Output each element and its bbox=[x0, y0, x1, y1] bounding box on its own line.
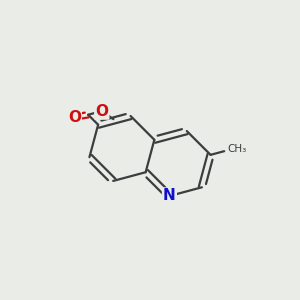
Text: O: O bbox=[68, 110, 81, 125]
Text: O: O bbox=[95, 103, 108, 118]
Text: CH₃: CH₃ bbox=[228, 144, 247, 154]
Text: methyl: methyl bbox=[111, 118, 116, 119]
Text: N: N bbox=[163, 188, 176, 203]
